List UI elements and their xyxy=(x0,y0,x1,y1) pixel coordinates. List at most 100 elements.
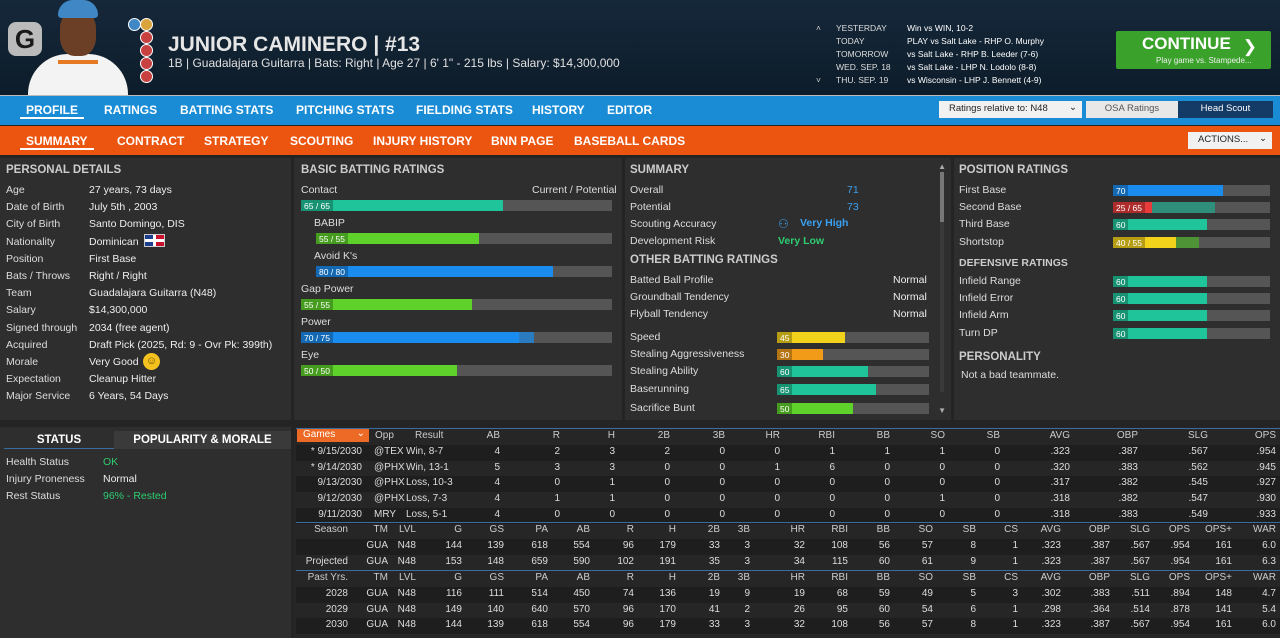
stat-cell: OPS xyxy=(1254,430,1276,441)
personal-detail-label: Acquired xyxy=(6,338,48,351)
tab-baseball-cards[interactable]: BASEBALL CARDS xyxy=(574,134,686,148)
schedule-row[interactable]: TOMORROW vs Salt Lake - RHP B. Leeder (7-… xyxy=(816,48,1044,61)
tab-ratings[interactable]: RATINGS xyxy=(104,103,158,117)
stat-cell: AB xyxy=(486,430,500,441)
rating-number: 60 xyxy=(1113,219,1129,231)
stat-cell: 56 xyxy=(878,619,890,631)
app-logo[interactable]: G xyxy=(8,22,42,56)
tab-bnn-page[interactable]: BNN PAGE xyxy=(491,134,554,148)
game-row[interactable] xyxy=(296,507,1280,524)
batting-rating-bar: 80 / 80 xyxy=(316,266,612,277)
stat-cell: 0 xyxy=(939,477,945,489)
stat-cell: 0 xyxy=(829,508,835,520)
baserunning-bar: 65 xyxy=(777,383,929,395)
stat-cell: BB xyxy=(876,572,890,583)
tab-pitching-stats[interactable]: PITCHING STATS xyxy=(296,103,395,117)
defensive-label: Infield Arm xyxy=(959,309,1009,322)
stat-cell: R xyxy=(552,430,560,441)
stat-cell: 2029 xyxy=(325,603,348,615)
schedule-row[interactable]: TODAY PLAY vs Salt Lake - RHP O. Murphy xyxy=(816,35,1044,48)
table-divider xyxy=(296,522,1280,523)
stat-cell: LVL xyxy=(398,524,416,535)
games-dropdown[interactable]: Games ⌄ xyxy=(297,428,369,442)
stats-row[interactable] xyxy=(296,539,1280,555)
continue-button[interactable]: CONTINUE Play game vs. Stampede... ❯ xyxy=(1116,31,1271,69)
stat-cell: 32 xyxy=(793,540,805,551)
actions-dropdown[interactable]: ACTIONS... ⌄ xyxy=(1188,132,1272,149)
stats-row[interactable] xyxy=(296,587,1280,603)
current-fill xyxy=(301,200,504,211)
stat-cell: 96 xyxy=(622,603,634,615)
stat-cell: 148 xyxy=(487,555,504,567)
overall-value: 71 xyxy=(847,184,859,196)
stat-cell: Loss, 10-3 xyxy=(406,477,453,489)
tab-fielding-stats[interactable]: FIELDING STATS xyxy=(416,103,513,117)
tab-strategy[interactable]: STRATEGY xyxy=(204,134,269,148)
summary-scrollbar[interactable] xyxy=(940,172,944,392)
stat-cell: GUA xyxy=(366,603,388,615)
batting-rating-bar: 50 / 50 xyxy=(301,365,612,376)
schedule-row[interactable]: ˅ THU. SEP. 19 vs Wisconsin - LHP J. Benne… xyxy=(816,74,1044,87)
scroll-down-icon[interactable]: ▼ xyxy=(938,406,946,415)
stat-cell: Projected xyxy=(305,555,348,567)
stats-row[interactable] xyxy=(296,602,1280,619)
stat-cell: .954 xyxy=(1170,540,1190,551)
stat-cell: .894 xyxy=(1170,588,1190,599)
personality-title: PERSONALITY xyxy=(959,351,1041,363)
stat-cell: RBI xyxy=(831,572,848,583)
ratings-relative-select[interactable]: Ratings relative to: N48 ⌄ xyxy=(939,101,1082,118)
stat-cell: 0 xyxy=(664,493,670,505)
tab-batting-stats[interactable]: BATTING STATS xyxy=(180,103,274,117)
osa-ratings-toggle[interactable]: OSA Ratings xyxy=(1086,101,1178,118)
chevron-up-icon[interactable]: ˄ xyxy=(816,23,821,33)
defensive-rating-bar: 60 xyxy=(1113,276,1270,287)
chevron-down-icon: ⌄ xyxy=(1069,102,1077,113)
game-row[interactable] xyxy=(296,492,1280,509)
tab-injury-history[interactable]: INJURY HISTORY xyxy=(373,134,473,148)
stats-row[interactable] xyxy=(296,618,1280,635)
status-label: Rest Status xyxy=(6,490,61,502)
current-fill xyxy=(777,332,846,343)
game-row[interactable] xyxy=(296,476,1280,493)
tab-scouting[interactable]: SCOUTING xyxy=(290,134,354,148)
schedule-row[interactable]: WED. SEP. 18 vs Salt Lake - LHP N. Lodolo… xyxy=(816,61,1044,74)
personal-detail-label: Date of Birth xyxy=(6,201,65,214)
stat-cell: OBP xyxy=(1088,572,1110,583)
stat-cell: OPS xyxy=(1168,572,1190,583)
head-scout-toggle[interactable]: Head Scout xyxy=(1178,101,1273,118)
stats-row[interactable] xyxy=(296,554,1280,571)
tab-editor[interactable]: EDITOR xyxy=(607,103,653,117)
stat-cell: 0 xyxy=(939,461,945,473)
stat-cell: 179 xyxy=(659,540,676,551)
tab-profile[interactable]: PROFILE xyxy=(20,103,85,119)
tab-status[interactable]: STATUS xyxy=(4,431,114,449)
stat-cell: 1 xyxy=(1012,555,1018,567)
chevron-down-icon[interactable]: ˅ xyxy=(816,75,821,85)
game-row[interactable] xyxy=(296,460,1280,477)
tab-history[interactable]: HISTORY xyxy=(532,103,585,117)
tab-contract[interactable]: CONTRACT xyxy=(117,134,185,148)
stat-cell: 5 xyxy=(494,461,500,473)
continue-label: CONTINUE xyxy=(1142,34,1231,53)
stat-cell: .930 xyxy=(1256,493,1276,505)
stat-cell: RBI xyxy=(831,524,848,535)
stat-cell: .549 xyxy=(1188,508,1208,520)
stat-cell: .567 xyxy=(1130,555,1150,567)
stat-cell: AVG xyxy=(1049,430,1070,441)
tab-popularity-morale[interactable]: POPULARITY & MORALE xyxy=(114,431,291,449)
stat-cell: 115 xyxy=(832,555,848,567)
stat-cell: 1 xyxy=(609,493,615,505)
stat-cell: 34 xyxy=(793,555,805,567)
stat-cell: 0 xyxy=(719,446,725,457)
personal-detail-value: Guadalajara Guitarra (N48) xyxy=(89,287,217,300)
stat-cell: SO xyxy=(918,524,933,535)
game-row[interactable] xyxy=(296,445,1280,461)
position-rating-bar: 70 xyxy=(1113,185,1270,196)
current-fill xyxy=(1113,276,1208,287)
personal-detail-label: Position xyxy=(6,252,44,265)
tab-summary[interactable]: SUMMARY xyxy=(20,134,94,150)
schedule-row[interactable]: ˄ YESTERDAY Win vs WIN, 10-2 xyxy=(816,22,1044,35)
secondary-nav: SUMMARY CONTRACT STRATEGY SCOUTING INJUR… xyxy=(0,126,1280,155)
scroll-up-icon[interactable]: ▲ xyxy=(938,162,946,171)
stat-cell: Season xyxy=(314,524,348,535)
